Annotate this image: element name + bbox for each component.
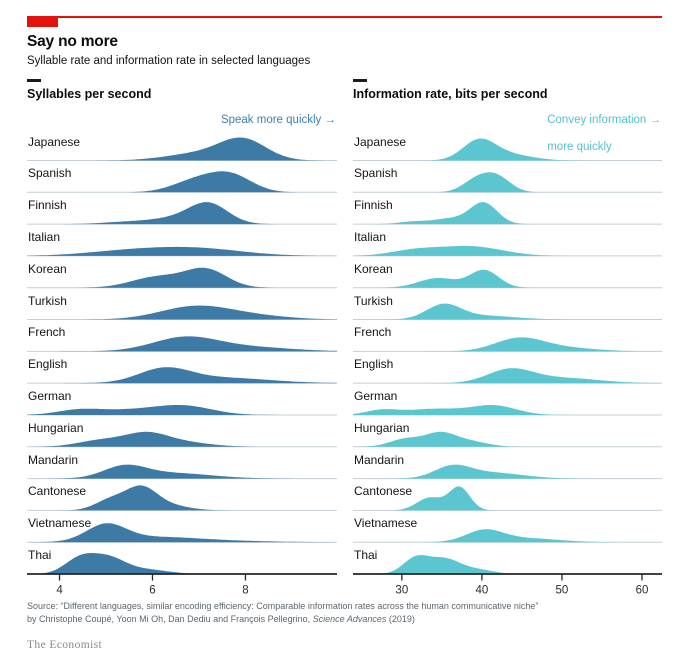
density-mandarin xyxy=(27,464,337,479)
language-label: Cantonese xyxy=(354,484,413,499)
language-label: Turkish xyxy=(354,293,393,308)
density-korean xyxy=(27,267,337,288)
axis-tick-label: 30 xyxy=(395,585,408,597)
panel-information-rate: Information rate, bits per second Convey… xyxy=(353,78,662,608)
language-label: Mandarin xyxy=(354,452,405,467)
language-label: Vietnamese xyxy=(28,516,92,531)
density-vietnamese xyxy=(353,529,662,543)
source-line1: Source: “Different languages, similar en… xyxy=(27,601,539,611)
annotation-line: Convey information → xyxy=(547,114,661,126)
density-french xyxy=(27,336,337,352)
density-german xyxy=(353,405,662,415)
axis-tick-label: 40 xyxy=(475,585,488,597)
language-label: Spanish xyxy=(28,166,72,181)
axis-tick-label: 4 xyxy=(56,585,63,597)
language-label: Spanish xyxy=(354,166,398,181)
language-label: Finnish xyxy=(354,198,393,213)
language-label: English xyxy=(354,357,394,372)
density-cantonese xyxy=(27,485,337,511)
density-spanish xyxy=(353,172,662,193)
density-korean xyxy=(353,269,662,288)
density-french xyxy=(353,337,662,352)
density-italian xyxy=(27,246,337,256)
language-label: Cantonese xyxy=(28,484,87,499)
density-hungarian xyxy=(353,431,662,447)
chart-subtitle: Syllable rate and information rate in se… xyxy=(27,55,311,67)
density-hungarian xyxy=(27,431,337,447)
density-english xyxy=(27,367,337,384)
economist-wordmark: The Economist xyxy=(27,639,103,651)
density-german xyxy=(27,405,337,415)
ridgeline-plot: 30 40 50 60 xyxy=(353,138,662,597)
annotation-line: more quickly xyxy=(547,141,612,153)
panel-tick xyxy=(353,79,367,82)
density-turkish xyxy=(27,305,337,320)
language-label: Korean xyxy=(28,261,67,276)
ridgeline-plot: 4 6 8 xyxy=(27,137,337,597)
density-cantonese xyxy=(353,486,662,511)
language-label: French xyxy=(28,325,66,340)
language-label: French xyxy=(354,325,392,340)
language-label: German xyxy=(28,388,72,403)
axis-tick-label: 6 xyxy=(149,585,155,597)
panel-title: Information rate, bits per second xyxy=(353,87,548,101)
language-label: Thai xyxy=(28,548,52,563)
density-vietnamese xyxy=(27,523,337,543)
annotation: Speak more quickly → xyxy=(221,114,336,128)
density-mandarin xyxy=(353,464,662,479)
density-spanish xyxy=(27,171,337,193)
language-label: Korean xyxy=(354,261,393,276)
language-label: German xyxy=(354,388,398,403)
panel-title: Syllables per second xyxy=(27,87,152,101)
language-label: Vietnamese xyxy=(354,516,418,531)
source-note: Source: “Different languages, similar en… xyxy=(27,600,652,626)
density-thai xyxy=(27,553,337,574)
language-label: Japanese xyxy=(28,134,81,149)
axis-tick-label: 60 xyxy=(636,585,649,597)
language-label: Hungarian xyxy=(354,420,410,435)
language-label: Finnish xyxy=(28,198,67,213)
panel-tick xyxy=(27,79,41,82)
journal-name: Science Advances xyxy=(312,614,387,624)
red-tab xyxy=(27,16,58,27)
language-label: Italian xyxy=(28,229,61,244)
density-finnish xyxy=(27,202,337,225)
density-turkish xyxy=(353,303,662,320)
language-label: Japanese xyxy=(354,134,407,149)
source-line2: by Christophe Coupé, Yoon Mi Oh, Dan Ded… xyxy=(27,614,415,624)
language-label: Hungarian xyxy=(28,420,84,435)
density-japanese xyxy=(353,138,662,161)
density-italian xyxy=(353,245,662,256)
language-label: Thai xyxy=(354,548,378,563)
density-thai xyxy=(353,555,662,574)
density-japanese xyxy=(27,137,337,161)
annotation: Convey information → more quickly xyxy=(547,114,661,155)
language-label: Italian xyxy=(354,229,387,244)
panel-syllable-rate: Syllables per second Speak more quickly … xyxy=(27,78,337,608)
density-finnish xyxy=(353,202,662,225)
language-label: Mandarin xyxy=(28,452,79,467)
language-label: English xyxy=(28,357,68,372)
top-rule xyxy=(27,16,662,18)
language-label: Turkish xyxy=(28,293,67,308)
density-english xyxy=(353,368,662,384)
chart-title: Say no more xyxy=(27,33,118,50)
axis-tick-label: 50 xyxy=(556,585,569,597)
axis-tick-label: 8 xyxy=(242,585,248,597)
annotation-line: Speak more quickly → xyxy=(220,114,336,126)
